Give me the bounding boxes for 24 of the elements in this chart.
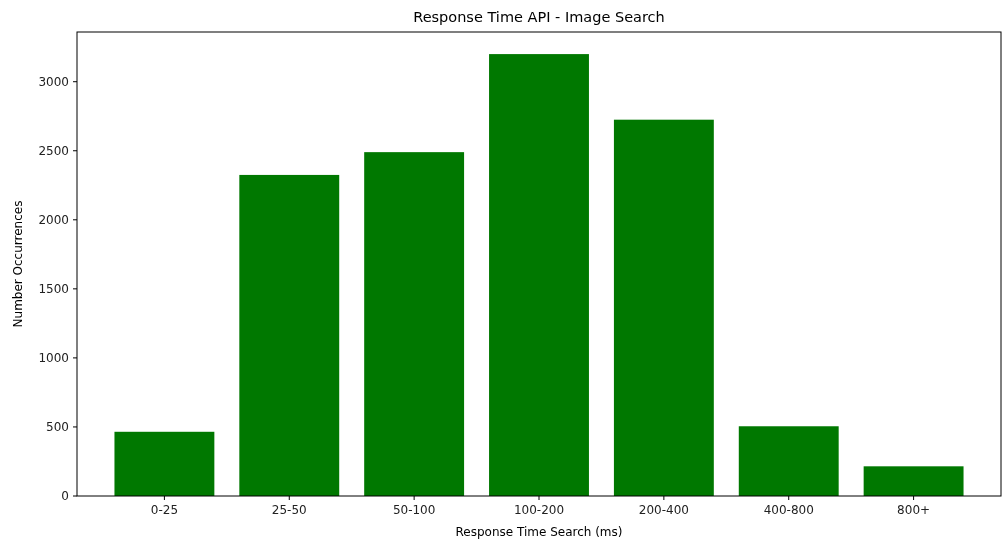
y-tick-label: 1500 <box>38 282 69 297</box>
y-tick-label: 500 <box>46 420 69 435</box>
x-tick-label: 400-800 <box>763 503 814 517</box>
x-tick-label: 25-50 <box>271 503 307 517</box>
y-tick-label: 2000 <box>38 213 69 228</box>
y-tick-label: 1000 <box>38 351 69 366</box>
x-tick-label: 50-100 <box>392 503 436 517</box>
bar <box>613 119 714 496</box>
bar <box>364 152 465 496</box>
bar <box>863 466 964 496</box>
x-tick-label: 800+ <box>897 503 931 517</box>
y-axis-title: Number Occurrences <box>11 200 25 328</box>
bar <box>239 174 340 496</box>
bar <box>489 54 589 496</box>
x-tick-label: 100-200 <box>513 503 565 517</box>
x-axis-title: Response Time Search (ms) <box>455 525 623 539</box>
chart-title: Response Time API - Image Search <box>413 9 665 25</box>
bar <box>114 431 215 496</box>
y-tick-label: 3000 <box>38 74 69 89</box>
y-tick-label: 0 <box>61 489 69 504</box>
x-tick-label: 200-400 <box>638 503 689 517</box>
y-tick-label: 2500 <box>38 143 69 158</box>
bar <box>738 426 839 496</box>
x-tick-label: 0-25 <box>150 503 179 517</box>
